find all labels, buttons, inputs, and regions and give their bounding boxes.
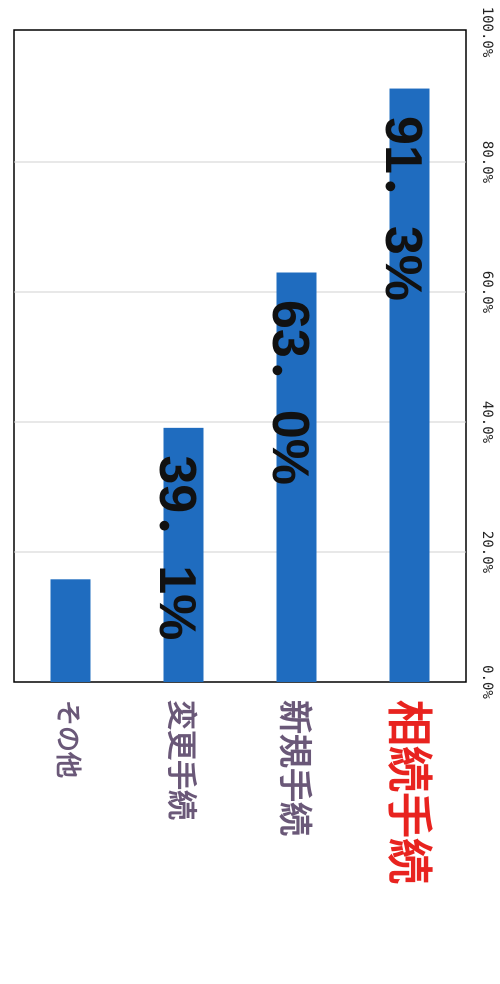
data-labels: 39．1% 63．0% 91．3% — [148, 116, 432, 640]
category-label: 相続手続 — [382, 700, 436, 884]
bar — [276, 272, 317, 682]
category-label: その他 — [52, 700, 82, 778]
category-labels: その他 変更手続 新規手続 相続手続 — [52, 700, 436, 884]
tick-label: 0.0% — [479, 665, 495, 699]
data-label: 63．0% — [261, 300, 319, 485]
data-label: 39．1% — [148, 455, 206, 640]
value-axis-tick-labels: 0.0% 20.0% 40.0% 60.0% 80.0% 100.0% — [479, 7, 495, 700]
tick-label: 60.0% — [479, 271, 495, 314]
bar — [389, 88, 430, 683]
tick-label: 40.0% — [479, 401, 495, 444]
category-label: 変更手続 — [163, 700, 198, 820]
bar — [163, 427, 204, 682]
tick-label: 20.0% — [479, 531, 495, 574]
bars — [50, 88, 430, 683]
bar — [50, 579, 91, 682]
category-label: 新規手続 — [274, 700, 314, 836]
data-label: 91．3% — [374, 116, 432, 301]
tick-label: 100.0% — [479, 7, 495, 58]
tick-label: 80.0% — [479, 141, 495, 184]
